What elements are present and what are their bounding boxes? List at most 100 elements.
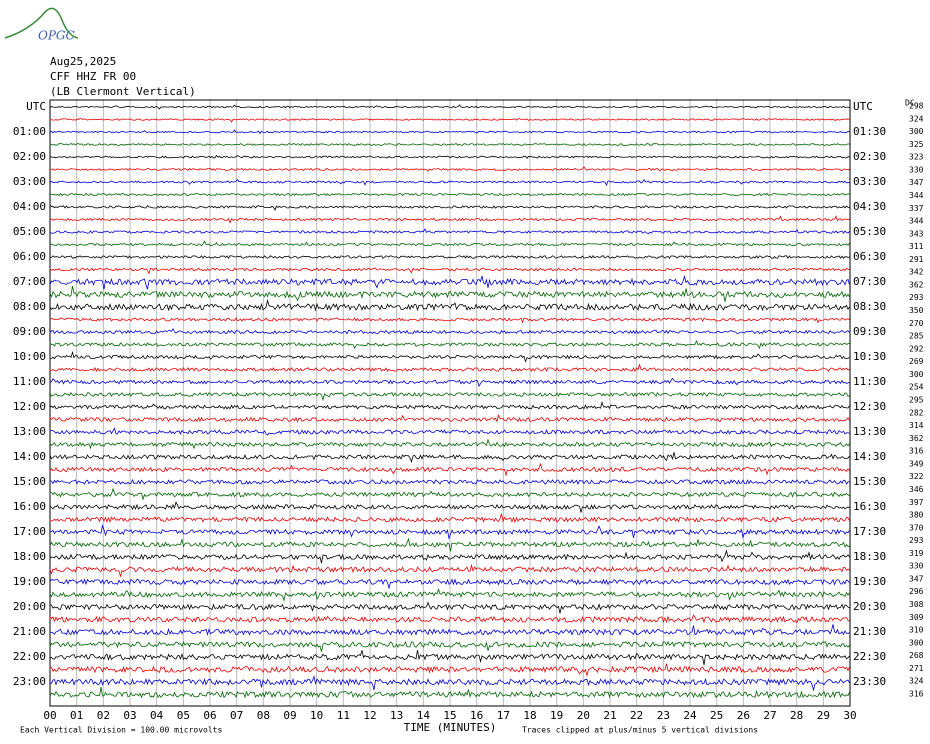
x-tick-label: 06 bbox=[203, 709, 216, 722]
trace bbox=[49, 414, 850, 423]
trace bbox=[49, 166, 850, 172]
right-time-label: 11:30 bbox=[853, 375, 886, 388]
x-tick-label: 10 bbox=[310, 709, 323, 722]
trace bbox=[49, 192, 850, 197]
dc-value: 319 bbox=[909, 549, 924, 558]
right-time-label: 14:30 bbox=[853, 450, 886, 463]
left-time-label: 06:00 bbox=[13, 250, 46, 263]
x-tick-label: 13 bbox=[390, 709, 403, 722]
x-tick-label: 30 bbox=[843, 709, 856, 722]
x-tick-label: 08 bbox=[257, 709, 270, 722]
x-tick-label: 28 bbox=[790, 709, 803, 722]
dc-value: 254 bbox=[909, 383, 924, 392]
right-time-label: 10:30 bbox=[853, 350, 886, 363]
dc-value: 308 bbox=[909, 600, 924, 609]
left-time-label: UTC bbox=[26, 100, 46, 113]
trace bbox=[49, 227, 850, 235]
dc-value: 323 bbox=[909, 153, 924, 162]
dc-value: 296 bbox=[909, 587, 924, 596]
dc-value: 362 bbox=[909, 280, 924, 289]
location: (LB Clermont Vertical) bbox=[50, 85, 196, 98]
clip-note: Traces clipped at plus/minus 5 vertical … bbox=[522, 726, 758, 735]
dc-value: 347 bbox=[909, 574, 924, 583]
trace bbox=[49, 104, 850, 110]
trace bbox=[49, 391, 850, 402]
trace bbox=[49, 686, 850, 699]
left-time-label: 22:00 bbox=[13, 650, 46, 663]
trace bbox=[49, 601, 850, 614]
left-time-label: 08:00 bbox=[13, 300, 46, 313]
x-tick-label: 21 bbox=[603, 709, 616, 722]
date: Aug25,2025 bbox=[50, 55, 116, 68]
x-tick-label: 22 bbox=[630, 709, 643, 722]
dc-value: 300 bbox=[909, 638, 924, 647]
dc-value: 362 bbox=[909, 434, 924, 443]
trace bbox=[49, 129, 850, 135]
x-tick-label: 15 bbox=[443, 709, 456, 722]
dc-value: 324 bbox=[909, 677, 924, 686]
dc-value: 311 bbox=[909, 242, 924, 251]
left-time-label: 18:00 bbox=[13, 550, 46, 563]
left-time-label: 14:00 bbox=[13, 450, 46, 463]
x-tick-label: 09 bbox=[283, 709, 296, 722]
trace bbox=[49, 117, 850, 123]
left-time-label: 10:00 bbox=[13, 350, 46, 363]
trace bbox=[49, 215, 850, 224]
dc-value: 330 bbox=[909, 165, 924, 174]
x-tick-label: 04 bbox=[150, 709, 164, 722]
dc-value: 291 bbox=[909, 255, 924, 264]
right-time-label: 16:30 bbox=[853, 500, 886, 513]
dc-value: 337 bbox=[909, 204, 924, 213]
dc-value: 325 bbox=[909, 140, 924, 149]
right-time-label: 04:30 bbox=[853, 200, 886, 213]
dc-value: 314 bbox=[909, 421, 924, 430]
left-time-label: 21:00 bbox=[13, 625, 46, 638]
trace bbox=[49, 588, 850, 602]
right-time-label: 06:30 bbox=[853, 250, 886, 263]
right-time-label: 12:30 bbox=[853, 400, 886, 413]
x-tick-label: 23 bbox=[657, 709, 670, 722]
dc-value: 271 bbox=[909, 664, 924, 673]
right-time-label: 15:30 bbox=[853, 475, 886, 488]
x-axis-label: TIME (MINUTES) bbox=[404, 721, 497, 734]
trace bbox=[49, 478, 850, 486]
dc-value: 282 bbox=[909, 408, 924, 417]
x-tick-label: 27 bbox=[763, 709, 776, 722]
dc-value: 298 bbox=[909, 102, 924, 111]
x-tick-label: 25 bbox=[710, 709, 723, 722]
right-time-label: 03:30 bbox=[853, 175, 886, 188]
right-time-label: 05:30 bbox=[853, 225, 886, 238]
trace bbox=[49, 317, 850, 324]
trace bbox=[49, 377, 850, 387]
station: CFF HHZ FR 00 bbox=[50, 70, 136, 83]
trace bbox=[49, 523, 850, 540]
trace bbox=[49, 650, 850, 665]
trace bbox=[49, 537, 850, 552]
dc-value: 349 bbox=[909, 459, 924, 468]
right-time-label: 02:30 bbox=[853, 150, 886, 163]
trace bbox=[49, 452, 850, 464]
right-time-label: 08:30 bbox=[853, 300, 886, 313]
x-tick-label: 00 bbox=[43, 709, 56, 722]
dc-value: 324 bbox=[909, 114, 924, 123]
trace bbox=[49, 624, 850, 636]
dc-value: 292 bbox=[909, 344, 924, 353]
left-time-label: 07:00 bbox=[13, 275, 46, 288]
right-time-label: 18:30 bbox=[853, 550, 886, 563]
dc-value: 270 bbox=[909, 319, 924, 328]
left-time-label: 16:00 bbox=[13, 500, 46, 513]
frame bbox=[49, 99, 851, 707]
x-tick-label: 29 bbox=[817, 709, 830, 722]
dc-value: 344 bbox=[909, 191, 924, 200]
left-time-label: 23:00 bbox=[13, 675, 46, 688]
dc-value: 310 bbox=[909, 626, 924, 635]
dc-value: 330 bbox=[909, 562, 924, 571]
left-time-label: 13:00 bbox=[13, 425, 46, 438]
trace bbox=[49, 438, 850, 450]
right-time-label: 19:30 bbox=[853, 575, 886, 588]
trace bbox=[49, 286, 850, 302]
dc-value: 370 bbox=[909, 523, 924, 532]
dc-value: 293 bbox=[909, 293, 924, 302]
trace bbox=[49, 339, 850, 350]
